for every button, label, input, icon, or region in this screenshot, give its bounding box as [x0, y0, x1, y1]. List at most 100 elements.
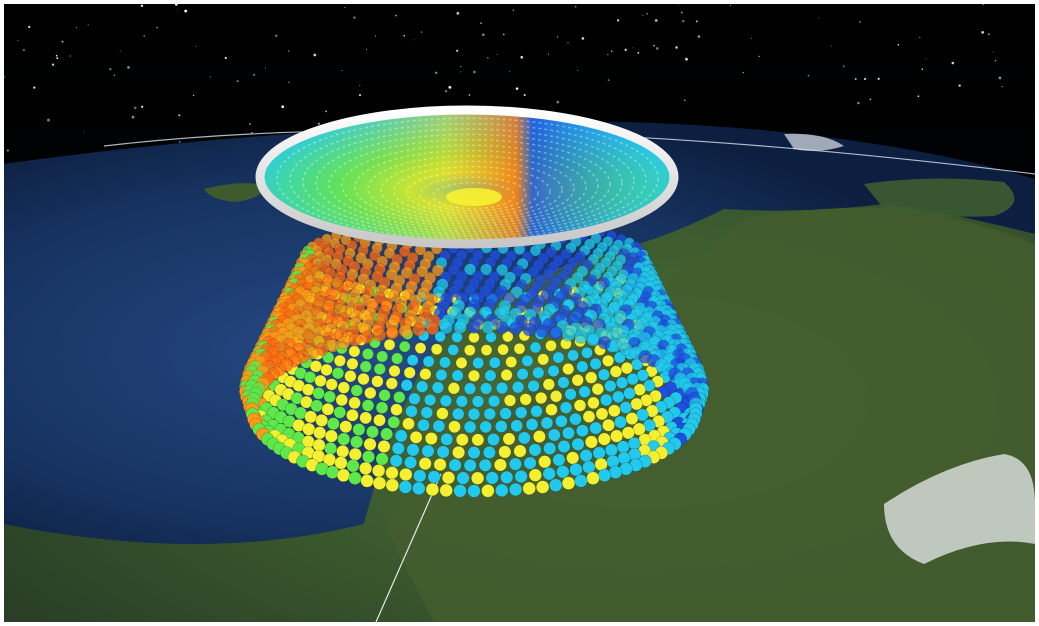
- star: [831, 45, 832, 47]
- disc-ring: [289, 123, 647, 237]
- star: [742, 71, 744, 74]
- star: [678, 4, 680, 6]
- radar-sphere: [592, 446, 606, 460]
- radar-sphere: [542, 378, 555, 391]
- radar-sphere: [574, 474, 588, 488]
- radar-sphere: [439, 394, 453, 407]
- radar-sphere: [452, 407, 465, 421]
- radar-sphere: [375, 401, 389, 414]
- radar-sphere: [569, 463, 583, 477]
- radar-sphere: [508, 321, 523, 336]
- radar-sphere: [523, 456, 537, 470]
- star: [184, 9, 188, 13]
- radar-sphere: [383, 247, 396, 259]
- star: [842, 65, 845, 68]
- star: [177, 8, 179, 10]
- radar-sphere: [348, 471, 362, 485]
- radar-sphere: [326, 417, 340, 431]
- disc-ring: [302, 128, 635, 235]
- radar-sphere: [456, 471, 470, 485]
- radar-sphere: [336, 468, 351, 482]
- star: [917, 95, 920, 98]
- radar-sphere: [409, 430, 423, 444]
- disc-ring: [432, 181, 515, 210]
- star: [47, 118, 50, 122]
- radar-sphere: [589, 357, 602, 370]
- star: [520, 55, 524, 59]
- star: [682, 19, 685, 23]
- radar-sphere: [604, 379, 617, 393]
- radar-sphere: [615, 376, 629, 389]
- star: [420, 31, 423, 33]
- ground-tether-line: [375, 473, 442, 622]
- star: [33, 86, 36, 89]
- radar-sphere: [533, 430, 546, 443]
- radar-sphere: [479, 420, 493, 434]
- star: [51, 63, 55, 66]
- radar-sphere: [488, 356, 501, 369]
- radar-sphere: [561, 328, 576, 342]
- star: [344, 7, 346, 9]
- star: [998, 76, 1002, 80]
- star: [192, 94, 195, 97]
- star: [341, 70, 343, 72]
- cloud-patch: [784, 133, 844, 151]
- radar-sphere: [467, 408, 481, 421]
- star: [448, 85, 452, 89]
- sphere-ring: [245, 320, 703, 498]
- radar-sphere: [564, 388, 577, 401]
- radar-sphere: [540, 416, 554, 430]
- star: [925, 58, 927, 60]
- radar-sphere: [388, 364, 401, 377]
- radar-sphere: [455, 433, 469, 447]
- radar-sphere: [556, 465, 570, 479]
- radar-sphere: [463, 284, 477, 298]
- star: [288, 81, 290, 83]
- radar-sphere: [372, 464, 386, 478]
- radar-sphere: [375, 452, 389, 466]
- radar-sphere: [481, 320, 495, 334]
- star: [460, 66, 462, 68]
- star: [556, 100, 560, 104]
- radar-sphere: [416, 380, 429, 393]
- radar-sphere: [552, 453, 566, 467]
- radar-sphere: [503, 394, 517, 407]
- radar-sphere: [348, 333, 362, 347]
- star: [6, 149, 9, 152]
- scan-disc[interactable]: [255, 105, 679, 249]
- radar-sphere: [500, 470, 514, 485]
- radar-sphere: [414, 342, 427, 354]
- radar-sphere: [359, 461, 373, 476]
- scene-canvas[interactable]: [4, 4, 1035, 622]
- radar-sphere: [324, 441, 338, 455]
- radar-sphere: [385, 326, 399, 340]
- radar-sphere: [385, 377, 398, 390]
- star: [807, 75, 809, 77]
- radar-sphere: [467, 320, 481, 334]
- radar-sphere: [405, 405, 418, 418]
- star: [359, 85, 361, 87]
- radar-sphere: [463, 382, 477, 395]
- radar-sphere: [620, 362, 634, 375]
- radar-sphere: [352, 423, 366, 436]
- radar-sphere: [439, 320, 453, 335]
- star: [55, 54, 58, 57]
- radar-sphere: [547, 364, 560, 377]
- radar-sphere: [398, 245, 411, 258]
- star: [178, 141, 181, 143]
- radar-sphere: [448, 458, 462, 472]
- star: [486, 56, 489, 59]
- radar-sphere: [373, 362, 386, 375]
- radar-sphere: [578, 385, 591, 398]
- radar-sphere: [371, 375, 384, 388]
- radar-sphere: [497, 343, 509, 356]
- star: [224, 56, 227, 60]
- radar-sphere: [320, 363, 333, 377]
- star: [264, 67, 266, 69]
- star: [502, 33, 505, 36]
- star: [140, 4, 144, 8]
- star: [119, 50, 121, 52]
- radar-sphere: [346, 459, 360, 473]
- star: [482, 33, 485, 36]
